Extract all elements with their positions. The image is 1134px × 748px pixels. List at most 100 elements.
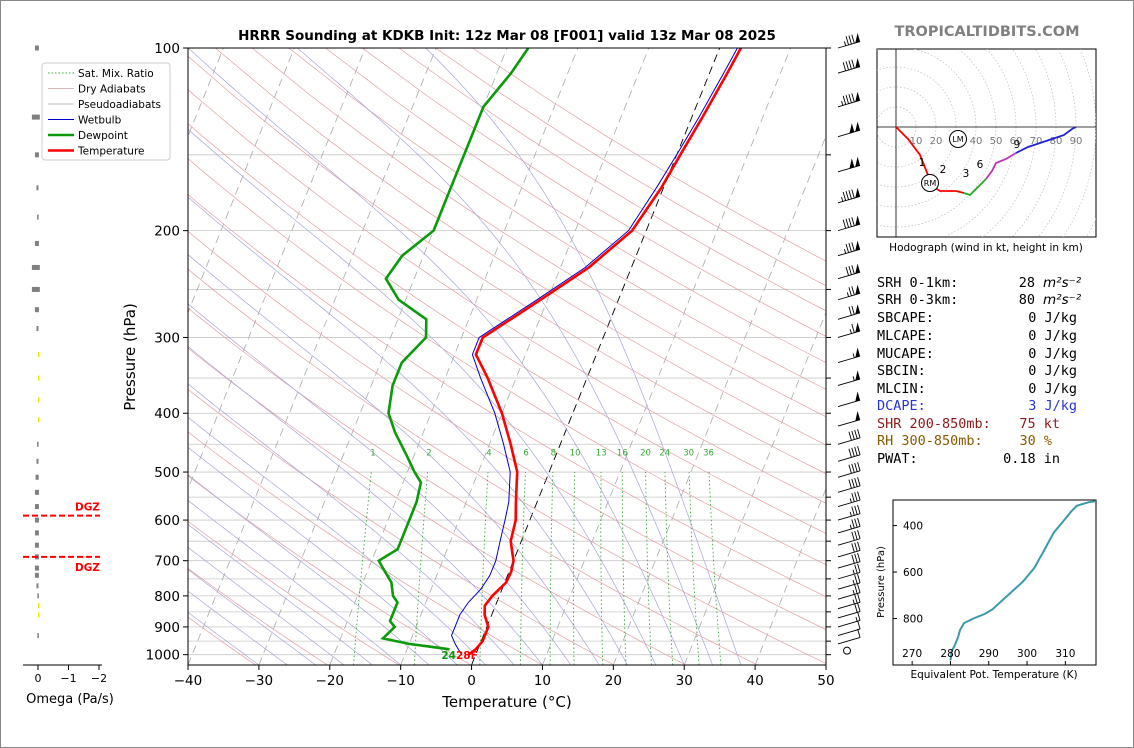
barb-flag [851, 519, 855, 529]
dry-adiabat [188, 520, 400, 665]
barb-flag [848, 94, 852, 103]
barb-flag [851, 265, 855, 275]
barb-half-flag [841, 197, 844, 202]
barb-pennant [855, 284, 861, 295]
barb-flag [842, 95, 847, 105]
isotherm-line [0, 48, 11, 665]
omega-bar [38, 612, 40, 618]
mixing-ratio-line [645, 471, 652, 665]
barb-flag [857, 491, 861, 501]
hodograph-ring-label: 60 [1010, 136, 1023, 147]
barb-flag [845, 61, 849, 71]
omega-bar [38, 397, 40, 403]
dry-adiabat [188, 268, 826, 664]
barb-flag [854, 429, 858, 439]
wind-barb [837, 529, 861, 546]
dry-adiabat [188, 123, 826, 534]
pseudoadiabat [425, 48, 742, 665]
barb-pennant [855, 304, 861, 315]
x-tick-label: −40 [174, 673, 203, 689]
barb-flag [854, 564, 858, 574]
wind-barb [837, 628, 861, 645]
x-tick-label: 50 [817, 673, 834, 689]
barb-flag [842, 219, 847, 229]
omega-bar [34, 489, 39, 495]
hodograph-plot: 10203040506070809012369LMRM [877, 49, 1096, 237]
pseudoadiabat [188, 569, 316, 665]
omega-bar [35, 474, 39, 480]
pseudoadiabat [188, 303, 572, 665]
barb-flag [851, 217, 855, 226]
barb-staff [837, 485, 861, 493]
barb-flag [857, 602, 861, 612]
barb-staff [837, 561, 861, 569]
mixing-ratio-label: 4 [486, 449, 491, 459]
hodograph-height-label: 6 [977, 159, 984, 171]
wind-barb [837, 602, 861, 619]
skewt-frame [187, 47, 827, 666]
wind-barb [837, 263, 861, 280]
wind-barb [837, 347, 861, 363]
barb-flag [857, 504, 861, 514]
mixing-ratio-label: 36 [703, 449, 714, 459]
omega-tick-label: −1 [60, 672, 76, 685]
hodograph-trace [963, 178, 987, 197]
omega-bar [34, 307, 39, 313]
barb-flag [854, 574, 858, 584]
barb-staff [837, 129, 861, 138]
omega-bar [34, 542, 39, 548]
barb-pennant [855, 240, 861, 251]
barb-flag [848, 464, 852, 474]
barb-flag [851, 506, 855, 516]
theta-e-y-tick-label: 400 [903, 521, 923, 533]
theta-e-x-tick-label: 280 [940, 648, 960, 660]
dry-adiabat [188, 616, 256, 665]
pseudoadiabat [297, 48, 713, 665]
barb-pennant [855, 322, 861, 333]
wind-barb [837, 517, 861, 534]
omega-bar [38, 603, 40, 609]
theta-e-panel: 270 280 290 300 310 400 600 800 [892, 499, 1097, 666]
wind-barb [837, 391, 861, 408]
barb-flag [851, 430, 855, 440]
left-mover-marker [949, 130, 967, 148]
mixing-ratio-line [573, 471, 576, 665]
barb-half-flag [855, 616, 858, 622]
skewt-profiles: 24 28F [377, 48, 743, 662]
isotherm-line [612, 135, 826, 665]
legend-label: Pseudoadiabats [78, 99, 161, 111]
wind-barb [837, 429, 861, 445]
mixing-ratio-label: 8 [551, 449, 556, 459]
hodograph-trace [985, 152, 1017, 180]
mixing-ratio-line [688, 471, 700, 665]
barb-half-flag [852, 589, 855, 595]
wind-barb [837, 58, 861, 74]
barb-flag [851, 447, 855, 457]
barb-staff [837, 513, 861, 521]
pseudoadiabat [188, 383, 515, 665]
wind-barb [837, 187, 861, 204]
barb-half-flag [849, 329, 852, 334]
mixing-ratio-line [708, 471, 722, 665]
right-mover-marker [921, 174, 939, 192]
pseudoadiabat [188, 128, 657, 665]
barb-flag [857, 429, 861, 438]
barb-flag [851, 93, 855, 103]
y-axis-label: Pressure (hPa) [121, 303, 139, 411]
omega-bar [36, 185, 39, 191]
barb-pennant [855, 411, 861, 422]
barb-staff [837, 312, 861, 320]
legend-label: Dewpoint [78, 130, 128, 142]
wind-barb [837, 563, 861, 580]
barb-flag [854, 603, 858, 613]
barb-flag [851, 242, 855, 252]
mixing-ratio-label: 2 [426, 449, 431, 459]
pwat-label: PWAT: [877, 451, 918, 467]
barb-flag [851, 34, 855, 44]
hodograph-ring-label: 50 [990, 136, 1003, 147]
barb-flag [848, 287, 852, 296]
omega-bar [31, 114, 40, 120]
barb-staff [837, 195, 861, 204]
legend-label: Temperature [77, 146, 145, 158]
barb-staff [837, 419, 861, 427]
